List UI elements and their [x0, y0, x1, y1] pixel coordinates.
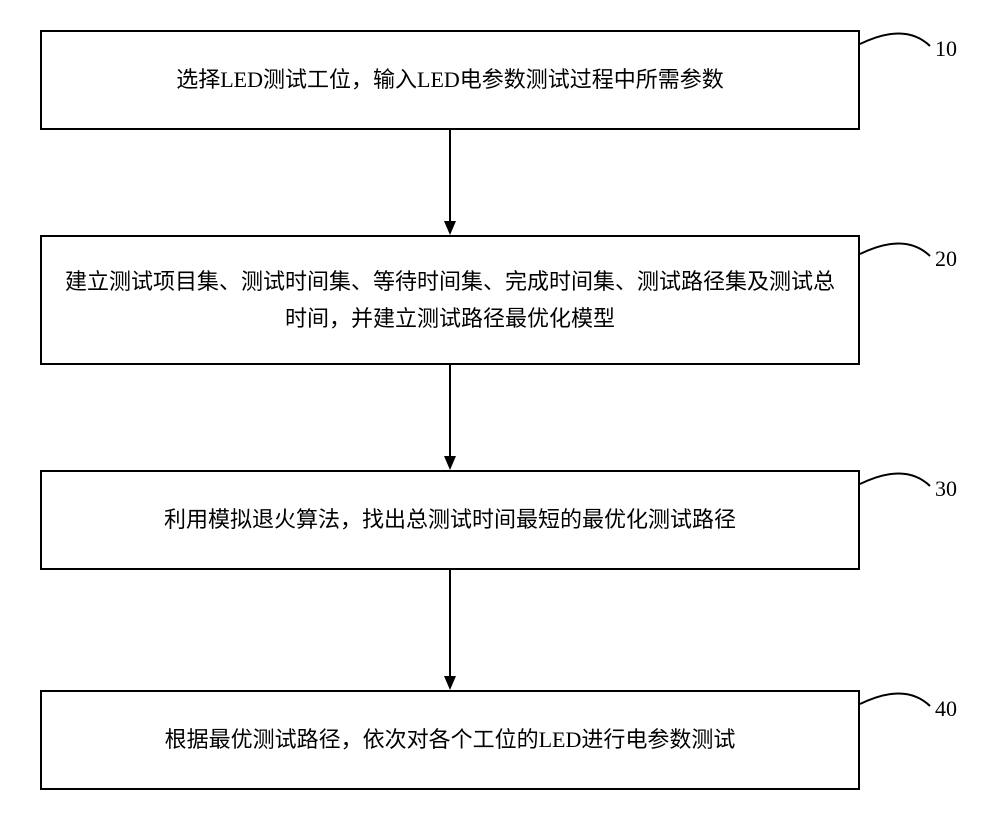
step-box-40: 根据最优测试路径，依次对各个工位的LED进行电参数测试 — [40, 690, 860, 790]
step-text-40: 根据最优测试路径，依次对各个工位的LED进行电参数测试 — [165, 721, 736, 758]
step-box-20: 建立测试项目集、测试时间集、等待时间集、完成时间集、测试路径集及测试总时间，并建… — [40, 235, 860, 365]
flowchart-canvas: 选择LED测试工位，输入LED电参数测试过程中所需参数 10 建立测试项目集、测… — [0, 0, 1000, 828]
step-label-40: 40 — [935, 696, 957, 722]
step-label-10: 10 — [935, 36, 957, 62]
step-label-30: 30 — [935, 476, 957, 502]
step-text-10: 选择LED测试工位，输入LED电参数测试过程中所需参数 — [176, 61, 724, 98]
step-text-20: 建立测试项目集、测试时间集、等待时间集、完成时间集、测试路径集及测试总时间，并建… — [62, 263, 838, 338]
step-box-30: 利用模拟退火算法，找出总测试时间最短的最优化测试路径 — [40, 470, 860, 570]
step-label-20: 20 — [935, 246, 957, 272]
step-box-10: 选择LED测试工位，输入LED电参数测试过程中所需参数 — [40, 30, 860, 130]
step-text-30: 利用模拟退火算法，找出总测试时间最短的最优化测试路径 — [164, 501, 736, 538]
